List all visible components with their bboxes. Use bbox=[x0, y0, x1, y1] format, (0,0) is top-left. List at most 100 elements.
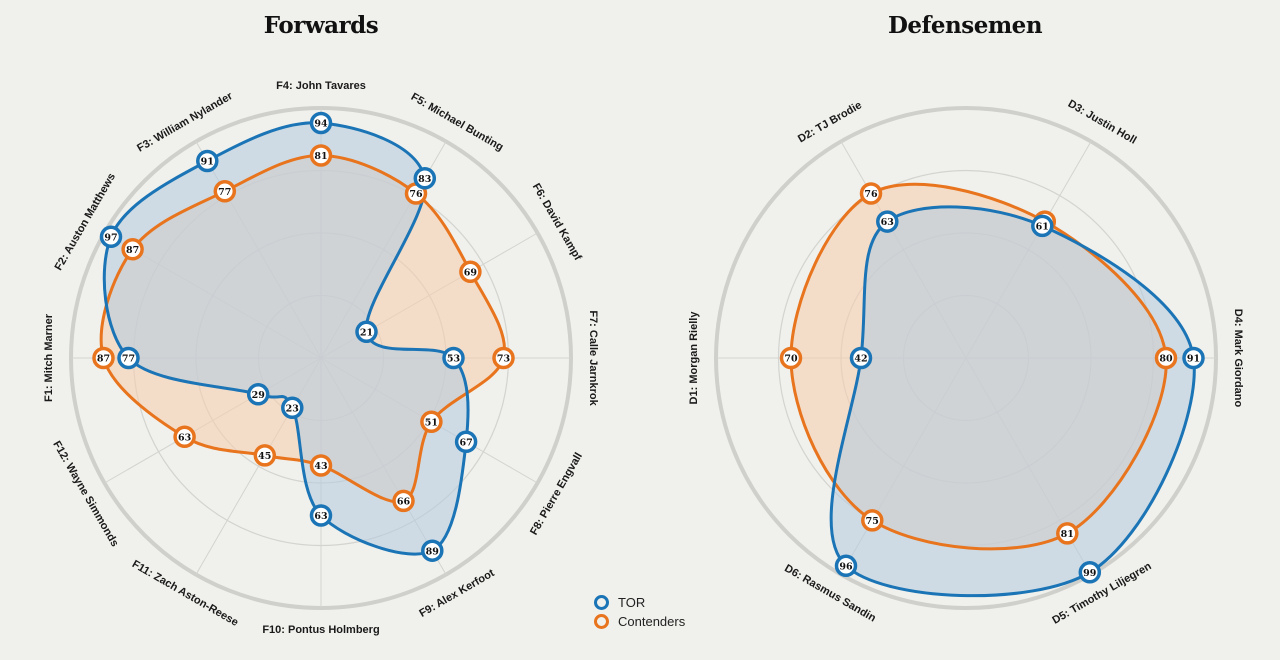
forwards-tor-area bbox=[104, 122, 469, 555]
forwards-contenders-marker bbox=[253, 444, 277, 467]
forwards-axis-label-f3-william-nylander: F3: William Nylander bbox=[135, 90, 235, 155]
defensemen-axis-label-d1-morgan-rielly: D1: Morgan Rielly bbox=[688, 311, 700, 405]
defensemen-contenders-value-label: 70 bbox=[784, 354, 798, 365]
defensemen-tor-value-label: 61 bbox=[1036, 222, 1049, 233]
forwards-contenders-marker bbox=[173, 425, 196, 449]
legend-item-tor[interactable]: TOR bbox=[594, 593, 685, 612]
defensemen-contenders-value-label: 80 bbox=[1159, 354, 1173, 365]
forwards-tor-point[interactable]: 91 bbox=[196, 149, 219, 173]
defensemen-tor-marker bbox=[834, 554, 858, 578]
forwards-chart-title: Forwards bbox=[263, 12, 379, 39]
forwards-tor-point[interactable]: 63 bbox=[309, 504, 333, 527]
forwards-tor-point[interactable]: 23 bbox=[281, 396, 304, 420]
forwards-axis-label-f10-pontus-holmberg: F10: Pontus Holmberg bbox=[262, 624, 379, 636]
forwards-tor-marker bbox=[309, 504, 333, 527]
forwards-contenders-point[interactable]: 45 bbox=[253, 444, 277, 467]
forwards-tor-marker bbox=[117, 346, 140, 370]
forwards-tor-point[interactable]: 83 bbox=[413, 167, 437, 190]
forwards-contenders-marker bbox=[92, 346, 115, 370]
forwards-contenders-value-label: 63 bbox=[178, 432, 191, 443]
forwards-contenders-point[interactable]: 87 bbox=[92, 346, 115, 370]
forwards-tor-marker bbox=[309, 111, 333, 135]
forwards-tor-marker bbox=[281, 396, 304, 420]
legend-item-contenders[interactable]: Contenders bbox=[594, 612, 685, 631]
forwards-tor-value-label: 77 bbox=[122, 354, 135, 365]
forwards-contenders-point[interactable]: 63 bbox=[173, 425, 196, 449]
defensemen-tor-point[interactable]: 99 bbox=[1078, 561, 1102, 584]
defensemen-contenders-point[interactable]: 76 bbox=[859, 182, 883, 205]
defensemen-contenders-marker bbox=[859, 182, 883, 205]
forwards-radar: 87 87 77 81 76 69 73 51 66 43 45 63 77 97 91 94 83 21 53 67… bbox=[43, 80, 599, 636]
defensemen-tor-point[interactable]: 96 bbox=[834, 554, 858, 578]
defensemen-tor-point[interactable]: 42 bbox=[849, 346, 873, 370]
defensemen-contenders-point[interactable]: 80 bbox=[1154, 346, 1178, 370]
forwards-tor-point[interactable]: 77 bbox=[117, 346, 140, 370]
defensemen-tor-marker bbox=[876, 210, 899, 233]
defensemen-tor-value-label: 96 bbox=[839, 561, 853, 572]
forwards-tor-value-label: 23 bbox=[286, 403, 299, 414]
forwards-contenders-marker bbox=[309, 454, 333, 477]
forwards-contenders-value-label: 77 bbox=[218, 187, 231, 198]
forwards-contenders-point[interactable]: 73 bbox=[492, 346, 515, 370]
defensemen-contenders-value-label: 75 bbox=[866, 516, 879, 527]
forwards-contenders-point[interactable]: 87 bbox=[121, 238, 144, 261]
forwards-tor-point[interactable]: 89 bbox=[421, 539, 444, 562]
legend-swatch-tor-icon bbox=[594, 595, 609, 610]
forwards-contenders-point[interactable]: 81 bbox=[309, 144, 333, 167]
forwards-tor-point[interactable]: 53 bbox=[442, 346, 465, 370]
forwards-tor-value-label: 91 bbox=[201, 157, 214, 168]
forwards-contenders-marker bbox=[213, 180, 237, 203]
forwards-tor-point[interactable]: 67 bbox=[454, 430, 478, 454]
forwards-contenders-value-label: 69 bbox=[464, 267, 478, 278]
defensemen-tor-point[interactable]: 63 bbox=[876, 210, 899, 233]
defensemen-tor-value-label: 63 bbox=[881, 217, 894, 228]
forwards-contenders-point[interactable]: 43 bbox=[309, 454, 333, 477]
forwards-tor-marker bbox=[246, 383, 270, 406]
forwards-tor-value-label: 97 bbox=[104, 232, 117, 243]
defensemen-contenders-marker bbox=[861, 509, 884, 532]
defensemen-radar: 707663808175426361919996D1: Morgan Riell… bbox=[688, 98, 1244, 627]
forwards-tor-marker bbox=[413, 167, 437, 190]
forwards-tor-value-label: 21 bbox=[360, 327, 373, 338]
forwards-tor-point[interactable]: 29 bbox=[246, 383, 270, 406]
forwards-tor-value-label: 89 bbox=[426, 546, 440, 557]
defensemen-tor-value-label: 91 bbox=[1187, 354, 1200, 365]
forwards-contenders-value-label: 66 bbox=[397, 497, 411, 508]
defensemen-contenders-point[interactable]: 75 bbox=[861, 509, 884, 532]
forwards-tor-marker bbox=[355, 320, 378, 344]
forwards-contenders-value-label: 76 bbox=[409, 189, 423, 200]
forwards-contenders-point[interactable]: 69 bbox=[459, 260, 482, 284]
forwards-axis-label-f6-david-kampf: F6: David Kampf bbox=[530, 181, 584, 262]
forwards-tor-point[interactable]: 21 bbox=[355, 320, 378, 344]
forwards-contenders-value-label: 87 bbox=[97, 354, 110, 365]
forwards-tor-point[interactable]: 94 bbox=[309, 111, 333, 135]
defensemen-tor-point[interactable]: 61 bbox=[1031, 214, 1054, 238]
forwards-tor-point[interactable]: 97 bbox=[99, 225, 123, 249]
defensemen-tor-marker bbox=[849, 346, 873, 370]
forwards-contenders-marker bbox=[309, 144, 333, 167]
forwards-axis-label-f8-pierre-engvall: F8: Pierre Engvall bbox=[528, 451, 585, 537]
forwards-tor-marker bbox=[442, 346, 465, 370]
forwards-axis-label-f1-mitch-marner: F1: Mitch Marner bbox=[43, 313, 55, 402]
forwards-contenders-value-label: 81 bbox=[314, 151, 327, 162]
forwards-contenders-marker bbox=[492, 346, 515, 370]
forwards-contenders-point[interactable]: 51 bbox=[420, 410, 443, 434]
forwards-contenders-point[interactable]: 77 bbox=[213, 180, 237, 203]
defensemen-tor-area bbox=[831, 206, 1195, 596]
forwards-contenders-marker bbox=[459, 260, 482, 284]
forwards-tor-value-label: 67 bbox=[459, 437, 472, 448]
defensemen-contenders-point[interactable]: 70 bbox=[779, 346, 803, 370]
defensemen-tor-point[interactable]: 91 bbox=[1182, 346, 1205, 370]
forwards-axis-label-f7-calle-jarnkrok: F7: Calle Jarnkrok bbox=[587, 310, 599, 406]
forwards-contenders-marker bbox=[392, 489, 415, 513]
forwards-contenders-point[interactable]: 66 bbox=[392, 489, 415, 513]
forwards-contenders-value-label: 43 bbox=[314, 461, 327, 472]
defensemen-contenders-value-label: 81 bbox=[1061, 529, 1074, 540]
forwards-contenders-marker bbox=[121, 238, 144, 261]
forwards-tor-value-label: 53 bbox=[447, 354, 460, 365]
defensemen-tor-value-label: 99 bbox=[1083, 568, 1097, 579]
defensemen-tor-marker bbox=[1182, 346, 1205, 370]
defensemen-contenders-point[interactable]: 81 bbox=[1056, 522, 1079, 545]
forwards-tor-value-label: 94 bbox=[314, 119, 328, 130]
